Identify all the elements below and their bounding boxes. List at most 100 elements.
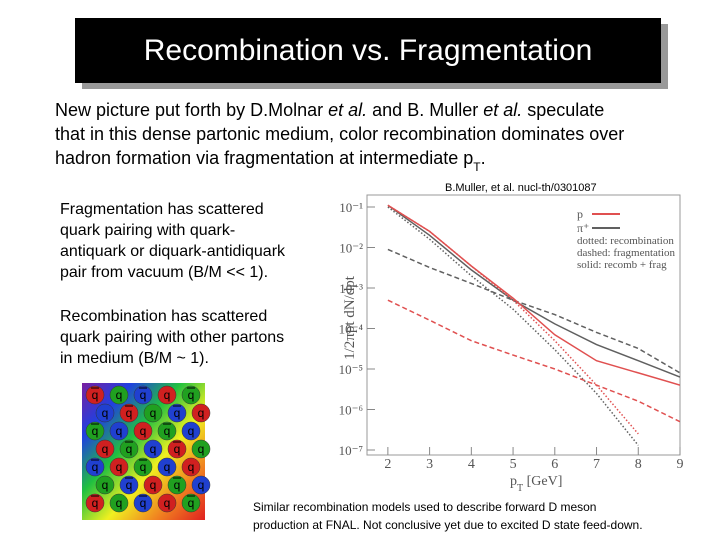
citation: B.Muller, et al. nucl-th/0301087	[445, 182, 597, 194]
quark-label: q	[92, 388, 99, 402]
quark-label: q	[188, 424, 195, 438]
legend-label: p	[577, 207, 583, 221]
intro-line: New picture put forth by D.Molnar et al.…	[55, 100, 604, 120]
quark-label: q	[174, 442, 181, 456]
quark	[191, 475, 211, 495]
x-tick-label: 2	[384, 457, 391, 472]
quark	[109, 493, 129, 513]
recombination-line: in medium (B/M ~ 1).	[60, 350, 209, 367]
legend-note: dashed: fragmentation	[577, 247, 676, 259]
x-tick-label: 9	[677, 457, 684, 472]
quark	[181, 493, 201, 513]
quark	[133, 457, 153, 477]
quark-label: q	[116, 496, 123, 510]
chart: 10⁻¹ 10⁻² 10⁻³ 10⁻⁴ 10⁻⁵ 10⁻⁶ 10⁻⁷ 2 3 4 5 6 7 8 9 1/2π…	[339, 194, 684, 494]
quark	[119, 403, 139, 423]
series-line	[387, 299, 680, 423]
quark	[181, 385, 201, 405]
quark	[95, 475, 115, 495]
plot-frame	[366, 194, 681, 456]
fragmentation-text: Fragmentation has scattered quark pairing…	[60, 201, 286, 281]
series-line	[387, 204, 680, 386]
quark-label: q	[140, 424, 147, 438]
series-line	[387, 248, 680, 374]
recombination-line: Recombination has scattered	[60, 308, 267, 325]
quark-label: q	[150, 406, 157, 420]
quark	[85, 457, 105, 477]
quark	[167, 475, 187, 495]
intro: New picture put forth by D.Molnar et al.…	[55, 100, 624, 174]
series-line	[387, 206, 639, 446]
quark	[167, 403, 187, 423]
quark-label: q	[198, 442, 205, 456]
x-tick-label: 8	[635, 457, 642, 472]
quark	[85, 421, 105, 441]
quark-label: q	[126, 442, 133, 456]
quark-label: q	[198, 478, 205, 492]
quark-label: q	[164, 388, 171, 402]
quark	[157, 385, 177, 405]
y-tick-label: 10⁻⁵	[339, 362, 363, 377]
fragmentation-line: pair from vacuum (B/M << 1).	[60, 264, 268, 281]
quark-label: q	[140, 388, 147, 402]
quark-label: q	[174, 406, 181, 420]
quark	[133, 385, 153, 405]
x-tick-label: 5	[510, 457, 517, 472]
quark-label: q	[102, 442, 109, 456]
y-axis-label: 1/2πpt dN/dpt	[342, 275, 358, 360]
quark-label: q	[92, 424, 99, 438]
quark-label: q	[116, 388, 123, 402]
quark	[167, 439, 187, 459]
legend-note: solid: recomb + frag	[577, 259, 667, 271]
intro-segment: hadron formation via fragmentation at in…	[55, 148, 473, 168]
x-axis-label: pT [GeV]	[510, 474, 562, 494]
title: Recombination vs. Fragmentation	[144, 34, 593, 67]
series-line	[387, 204, 639, 435]
fragmentation-line: antiquark or diquark-antidiquark	[60, 243, 286, 260]
recombination-line: quark pairing with other partons	[60, 329, 284, 346]
quark-label: q	[126, 406, 133, 420]
quark-label: q	[116, 424, 123, 438]
quark	[133, 493, 153, 513]
series-line	[387, 204, 680, 378]
intro-segment: .	[481, 148, 486, 168]
y-tick-label: 10⁻⁶	[339, 403, 363, 418]
title-box	[75, 18, 661, 83]
quark-label: q	[116, 460, 123, 474]
quark	[133, 421, 153, 441]
quark	[191, 403, 211, 423]
legend-label: π⁺	[577, 221, 589, 235]
footer: Similar recombination models used to des…	[253, 500, 643, 532]
quark	[95, 439, 115, 459]
intro-segment: et al.	[483, 100, 522, 120]
quark-label: q	[126, 478, 133, 492]
intro-segment: that in this dense partonic medium, colo…	[55, 124, 624, 144]
plot-lines	[387, 204, 680, 446]
quark-label: q	[140, 496, 147, 510]
intro-segment: speculate	[522, 100, 604, 120]
quark-label: q	[164, 496, 171, 510]
y-tick-label: 10⁻²	[339, 241, 363, 256]
quark	[119, 475, 139, 495]
quark-label: q	[92, 496, 99, 510]
quark	[191, 439, 211, 459]
intro-line: that in this dense partonic medium, colo…	[55, 124, 624, 144]
fragmentation-line: quark pairing with quark-	[60, 222, 235, 239]
quarks: q q q q qq q q q qq q q q qq q q q qq q q q qq q q q qq q q q q	[85, 385, 211, 513]
quark-label: q	[188, 460, 195, 474]
quark-label: q	[140, 460, 147, 474]
intro-segment: and B. Muller	[367, 100, 483, 120]
y-tick-label: 10⁻⁴	[339, 322, 364, 337]
quark-label: q	[150, 478, 157, 492]
intro-segment: T	[473, 160, 481, 174]
quark	[143, 439, 163, 459]
x-label-main: p	[510, 474, 517, 489]
quark	[143, 475, 163, 495]
x-tick-label: 6	[551, 457, 558, 472]
quark-label: q	[164, 424, 171, 438]
quark	[109, 385, 129, 405]
x-tick-label: 4	[468, 457, 475, 472]
y-tick-label: 10⁻⁷	[339, 443, 363, 458]
x-label-sub: T	[517, 483, 523, 494]
quark	[95, 403, 115, 423]
